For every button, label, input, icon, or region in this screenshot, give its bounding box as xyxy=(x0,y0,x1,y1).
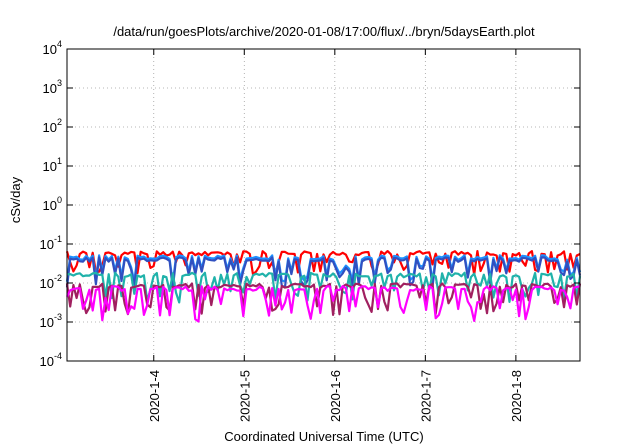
series-line-2 xyxy=(65,256,582,290)
y-tick-label: 103 xyxy=(43,78,62,96)
y-axis-label: cSv/day xyxy=(8,176,23,223)
x-axis-label: Coordinated Universal Time (UTC) xyxy=(224,429,423,444)
series-line-4 xyxy=(65,282,582,316)
y-tick-label: 102 xyxy=(43,117,62,135)
series-layer xyxy=(65,250,582,323)
y-tick-label: 104 xyxy=(43,39,62,57)
x-tick-label: 2020-1-5 xyxy=(237,370,252,422)
series-line-3 xyxy=(66,271,582,304)
x-tick-label: 2020-1-7 xyxy=(418,370,433,422)
x-tick-label: 2020-1-8 xyxy=(509,370,524,422)
series-line-5 xyxy=(66,285,581,323)
x-tick-label: 2020-1-6 xyxy=(328,370,343,422)
y-tick-label: 10-2 xyxy=(40,273,62,291)
y-tick-label: 10-4 xyxy=(40,351,62,369)
x-tick-label: 2020-1-4 xyxy=(147,370,162,422)
y-tick-label: 10-3 xyxy=(40,312,62,330)
axis-ticks: 10-4 10-3 10-2 10-1 100 101 102 103 104 2020-1-4 2… xyxy=(40,39,580,422)
y-tick-label: 100 xyxy=(43,195,62,213)
y-tick-label: 101 xyxy=(43,156,62,174)
chart-title: /data/run/goesPlots/archive/2020-01-08/1… xyxy=(113,24,535,39)
y-tick-label: 10-1 xyxy=(40,234,62,252)
series-line-0 xyxy=(65,250,581,276)
